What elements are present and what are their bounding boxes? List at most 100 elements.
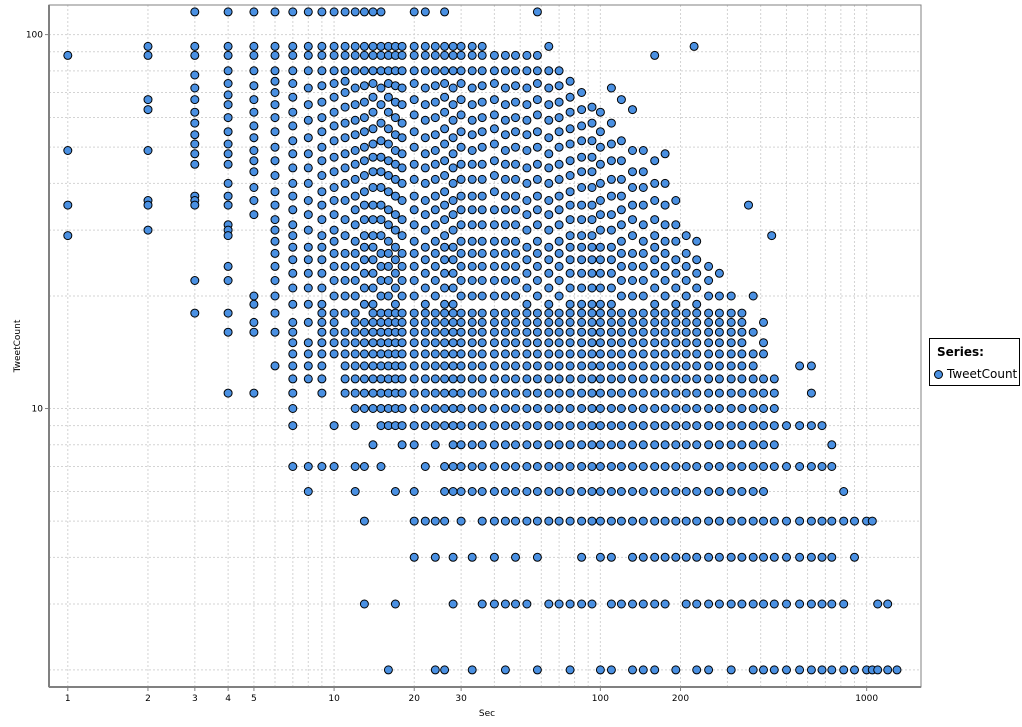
data-point [500,665,510,675]
data-point [448,462,458,471]
data-point [554,361,564,371]
data-point [430,552,440,562]
data-point [376,248,386,258]
data-point [456,361,466,371]
data-point [477,462,487,471]
data-point [587,183,597,192]
data-point [660,178,670,188]
data-point [329,236,339,246]
data-point [467,338,477,348]
data-point [748,665,758,675]
data-point [565,361,575,371]
data-point [532,7,542,17]
data-point [616,327,626,337]
data-point [467,388,477,398]
data-point [270,88,280,97]
data-point [359,388,369,398]
data-point [467,349,477,359]
data-point [430,66,440,76]
data-point [587,361,597,371]
data-point [650,349,660,359]
data-point [806,552,816,562]
data-point [350,338,360,348]
data-point [554,205,564,215]
data-point [616,156,626,166]
data-point [650,516,660,526]
data-point [270,76,280,86]
data-point [638,462,648,471]
data-point [511,308,520,318]
data-point [628,308,637,318]
data-point [430,421,440,431]
data-point [650,599,660,609]
data-point [544,133,554,143]
data-point [660,349,670,359]
data-point [544,516,554,526]
data-point [467,317,477,327]
data-point [190,200,200,210]
data-point [704,338,714,348]
data-point [440,268,450,278]
data-point [303,268,313,278]
data-point [577,105,587,115]
data-point [456,404,466,413]
data-point [577,268,587,278]
data-point [409,349,419,359]
data-point [511,276,520,285]
data-point [638,248,648,258]
data-point [467,374,477,384]
data-point [628,291,637,301]
data-point [448,299,458,309]
data-point [376,136,386,146]
data-point [883,599,893,609]
data-point [748,374,758,384]
data-point [359,66,369,76]
data-point [587,215,597,225]
data-point [544,66,554,76]
data-point [456,317,466,327]
data-point [143,41,153,51]
data-point [628,215,637,225]
data-point [249,291,259,301]
data-point [440,107,450,117]
data-point [671,388,681,398]
data-point [748,388,758,398]
data-point [448,327,458,337]
data-point [681,349,691,359]
data-point [489,361,499,371]
data-point [420,196,430,205]
data-point [532,79,542,88]
data-point [628,599,637,609]
data-point [397,361,407,371]
data-point [288,205,298,215]
data-point [577,242,587,252]
data-point [522,242,532,252]
data-point [477,388,487,398]
data-point [769,440,779,450]
data-point [554,97,564,107]
data-point [340,388,350,398]
data-point [190,149,200,159]
data-point [409,421,419,431]
data-point [565,107,575,117]
data-point [565,388,575,398]
data-point [288,66,298,76]
data-point [606,268,616,278]
data-point [759,388,768,398]
data-point [511,440,520,450]
data-point [628,665,637,675]
data-point [456,191,466,201]
data-point [477,487,487,496]
data-point [383,261,393,271]
data-point [638,220,648,230]
data-point [532,66,542,76]
data-point [714,361,724,371]
data-point [440,404,450,413]
data-point [190,118,200,128]
data-point [467,115,477,125]
data-point [477,50,487,60]
data-point [376,462,386,471]
data-point [288,317,298,327]
data-point [595,159,605,169]
data-point [638,261,648,271]
